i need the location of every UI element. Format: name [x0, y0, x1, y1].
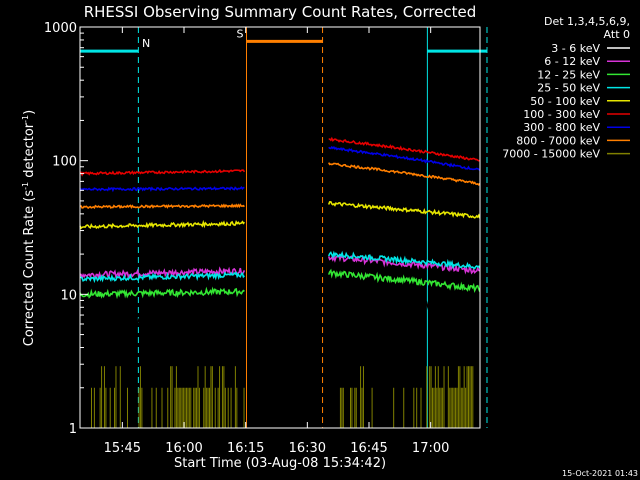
series-line [327, 288, 481, 317]
x-tick-label: 16:30 [289, 441, 326, 456]
legend-header-line-2: Att 0 [604, 28, 630, 41]
series-line [327, 268, 481, 293]
legend-label: 50 - 100 keV [530, 95, 600, 108]
flag-label: S [236, 27, 243, 40]
series-line [327, 200, 481, 219]
x-tick-label: 16:00 [165, 441, 202, 456]
legend-label: 12 - 25 keV [537, 68, 600, 81]
render-timestamp: 15-Oct-2021 01:43 [562, 469, 638, 478]
series-line [328, 162, 481, 186]
y-tick-label: 1000 [44, 21, 77, 36]
x-tick-label: 16:15 [227, 441, 264, 456]
series-layer [79, 136, 481, 428]
y-tick-label: 10 [60, 288, 77, 303]
series-line [79, 219, 245, 230]
series-line [327, 253, 481, 275]
series-line [327, 250, 481, 270]
legend-label: 800 - 7000 keV [516, 134, 600, 147]
plot-frame [79, 26, 481, 429]
legend-label: 300 - 800 keV [523, 121, 600, 134]
series-line [79, 203, 245, 210]
x-tick-label: 17:00 [412, 441, 449, 456]
x-tick-label: 15:45 [104, 441, 141, 456]
x-axis: 15:45 16:00 16:15 16:30 16:45 17:00 [104, 27, 449, 456]
legend-header-line-1: Det 1,3,4,5,6,9, [544, 15, 630, 28]
series-line [79, 266, 246, 280]
y-axis: 1 10 100 1000 [44, 21, 88, 437]
series-line [79, 186, 245, 193]
legend-label: 3 - 6 keV [551, 42, 600, 55]
y-tick-label: 100 [52, 155, 77, 170]
series-line [328, 145, 481, 171]
y-axis-label: Corrected Count Rate (s-1 detector-1) [21, 110, 37, 346]
legend-label: 6 - 12 keV [544, 55, 600, 68]
x-tick-label: 16:45 [350, 441, 387, 456]
series-line [79, 312, 246, 327]
flag-label: N [142, 37, 150, 50]
series-line [79, 168, 246, 177]
legend-label: 100 - 300 keV [523, 108, 600, 121]
x-axis-label: Start Time (03-Aug-08 15:34:42) [174, 456, 386, 471]
y-tick-label: 1 [69, 422, 77, 437]
chart-title: RHESSI Observing Summary Count Rates, Co… [84, 3, 477, 21]
legend-label: 7000 - 15000 keV [502, 148, 600, 161]
legend-label: 25 - 50 keV [537, 82, 600, 95]
series-line [79, 286, 245, 300]
series-line [328, 136, 480, 162]
series-line [79, 271, 245, 284]
